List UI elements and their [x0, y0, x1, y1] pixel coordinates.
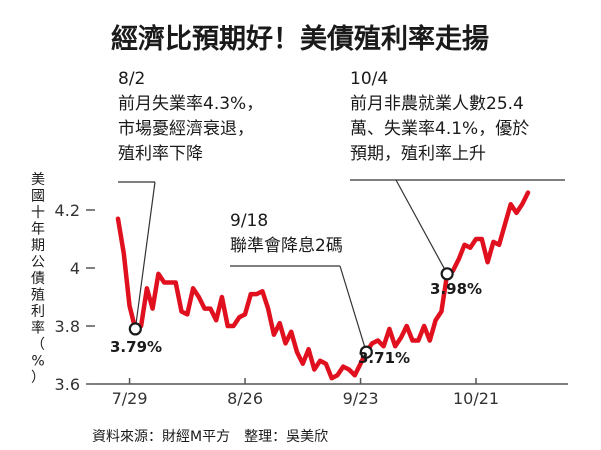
- y-axis-label-text: 美國十年期公債殖利率（%）: [31, 172, 45, 386]
- highlight-point: [128, 322, 142, 336]
- y-tick-label: 3.6: [55, 375, 80, 394]
- x-tick-label: 7/29: [112, 389, 148, 408]
- y-tick-label: 4.2: [55, 201, 80, 220]
- y-axis-label: 美國十年期公債殖利率（%）: [31, 172, 45, 386]
- annotation-line: 聯準會降息2碼: [230, 236, 343, 256]
- y-tick-label: 3.8: [55, 317, 80, 336]
- annotation-text: 8/2 前月失業率4.3%， 市場憂經濟衰退， 殖利率下降: [118, 69, 263, 164]
- highlight-point: [359, 345, 373, 359]
- x-tick-label: 9/23: [343, 389, 379, 408]
- yield-series-line: [115, 190, 531, 381]
- annotation-line: 預期，殖利率上升: [350, 144, 486, 164]
- annotation-line: 市場憂經濟衰退，: [118, 119, 254, 139]
- chart-title: 經濟比預期好！美債殖利率走揚: [111, 23, 489, 55]
- annotation-line: 10/4: [350, 69, 388, 89]
- value-label: 3.98%: [430, 280, 482, 298]
- highlight-point: [440, 267, 454, 281]
- annotations: 8/2 前月失業率4.3%， 市場憂經濟衰退， 殖利率下降 9/18 聯準會降息2碼 10/…: [118, 69, 529, 256]
- annotation-text: 10/4 前月非農就業人數25.4 萬、失業率4.1%，優於預期，殖利率上升: [350, 69, 529, 164]
- annotation-leader: [134, 181, 156, 329]
- annotation-line: 8/2: [118, 69, 145, 89]
- annotation-leader: [395, 179, 448, 275]
- annotation-text: 9/18 聯準會降息2碼: [230, 211, 343, 256]
- annotation-line: 殖利率下降: [118, 144, 203, 164]
- y-ticks: 3.6 3.8 4 4.2: [55, 201, 95, 394]
- x-tick-label: 8/26: [227, 389, 263, 408]
- annotation-line: 9/18: [230, 211, 268, 231]
- y-tick-label: 4: [70, 259, 80, 278]
- annotation-line: 萬、失業率4.1%，優於: [350, 119, 529, 139]
- source-note: 資料來源：財經M平方 整理：吳美欣: [92, 429, 328, 445]
- annotation-line: 前月失業率4.3%，: [118, 94, 263, 114]
- x-tick-label: 10/21: [453, 389, 499, 408]
- highlight-markers: 3.79% 3.71% 3.98%: [110, 267, 482, 367]
- value-label: 3.71%: [358, 349, 410, 367]
- annotation-leaders: [118, 179, 565, 353]
- x-ticks: 7/29 8/26 9/23 10/21: [112, 378, 499, 408]
- annotation-line: 前月非農就業人數25.4: [350, 94, 524, 114]
- annotation-leader: [339, 265, 367, 353]
- value-label: 3.79%: [110, 338, 162, 356]
